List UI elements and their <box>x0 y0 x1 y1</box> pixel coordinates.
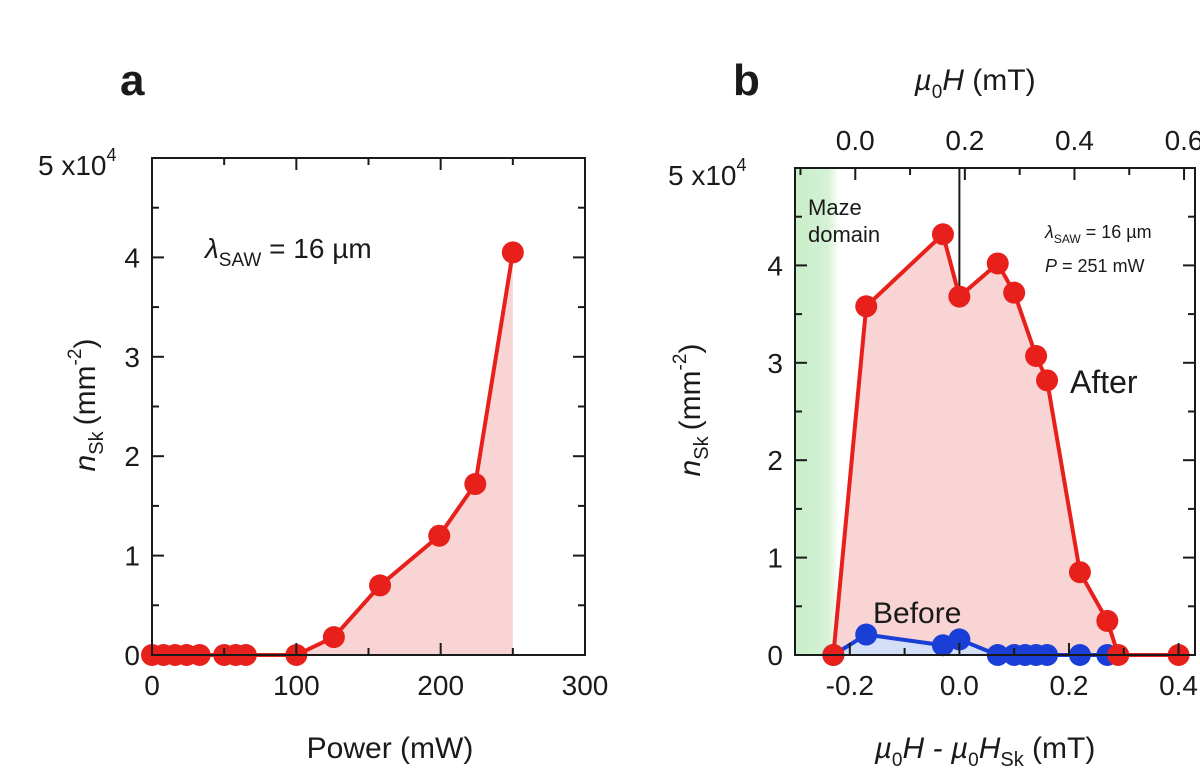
b-xtick-label: -0.2 <box>826 670 874 701</box>
a-ytick-label: 0 <box>124 640 140 671</box>
panel-b-tick-layer: 0 1 2 3 4 -0.2 0.0 0.2 0.4 0.0 0.2 0.4 0.6 <box>767 125 1200 701</box>
panel-a-chart: 0 1 2 3 4 0 100 200 300 5 x104 λSAW = 16 µm Powe… <box>38 145 608 765</box>
b-ytick-label: 0 <box>767 640 783 671</box>
b-series-0-point <box>986 252 1009 275</box>
panel-a-ylabel: nSk(mm-2) <box>65 339 108 472</box>
a-xtick-label: 300 <box>562 670 609 701</box>
panel-a-fill-layer <box>152 252 513 655</box>
b-ytick-label: 2 <box>767 445 783 476</box>
b-series-0-point <box>948 285 971 308</box>
a-xtick-label: 0 <box>144 670 160 701</box>
b-xtick-label: 0.4 <box>1159 670 1198 701</box>
series-label-after: After <box>1070 364 1138 400</box>
panel-b-letter: b <box>733 56 760 105</box>
panel-b-power-annotation: P = 251 mW <box>1045 256 1145 276</box>
b-xtick-label: 0.0 <box>940 670 979 701</box>
a-ytick-label: 4 <box>124 242 140 273</box>
b-top-xtick-label: 0.6 <box>1165 125 1200 156</box>
b-ytick-label: 3 <box>767 348 783 379</box>
a-ytick-label: 3 <box>124 342 140 373</box>
panel-a-lambda-annotation: λSAW = 16 µm <box>203 233 372 271</box>
a-series-0-point <box>322 626 345 649</box>
a-ytick-label: 2 <box>124 441 140 472</box>
b-series-0-point <box>931 223 954 246</box>
panel-b-top-xlabel: µ0H (mT) <box>913 64 1035 103</box>
panel-b-xlabel: µ0H - µ0HSk (mT) <box>874 732 1096 771</box>
b-top-xtick-label: 0.0 <box>836 125 875 156</box>
b-series-0-point <box>1068 561 1091 584</box>
panel-a-xlabel: Power (mW) <box>307 732 474 765</box>
panel-a-letter: a <box>120 56 145 105</box>
b-series-0-point <box>1003 281 1026 304</box>
b-series-0-area <box>833 234 1179 655</box>
a-ytick-label: 1 <box>124 541 140 572</box>
panel-b-lambda-annotation: λSAW = 16 µm <box>1044 222 1152 246</box>
b-series-1-point <box>855 623 878 646</box>
panel-b-ylabel: nSk(mm-2) <box>670 344 713 477</box>
maze-domain-label-line1: Maze <box>808 195 862 220</box>
series-label-before: Before <box>873 597 961 630</box>
panel-a-ytick-top-label: 5 x104 <box>38 145 117 181</box>
a-series-0-area <box>152 252 513 655</box>
a-xtick-label: 200 <box>417 670 464 701</box>
a-series-0-point <box>501 241 524 264</box>
maze-domain-label-line2: domain <box>808 222 880 247</box>
panel-b-chart: 0 1 2 3 4 -0.2 0.0 0.2 0.4 0.0 0.2 0.4 0.6 Maze doma… <box>668 64 1200 771</box>
b-top-xtick-label: 0.2 <box>945 125 984 156</box>
b-top-xtick-label: 0.4 <box>1055 125 1094 156</box>
panel-b-ytick-top-label: 5 x104 <box>668 155 747 191</box>
b-series-1-point <box>948 628 971 651</box>
panel-a-tick-layer: 0 1 2 3 4 0 100 200 300 <box>124 157 609 701</box>
maze-domain-region <box>795 168 839 655</box>
b-series-0-point <box>855 295 878 318</box>
b-series-0-point <box>1096 609 1119 632</box>
b-xtick-label: 0.2 <box>1050 670 1089 701</box>
a-series-0-point <box>428 524 451 547</box>
a-series-0-point <box>464 473 487 496</box>
a-series-0-point <box>369 574 392 597</box>
a-xtick-label: 100 <box>273 670 320 701</box>
b-ytick-label: 1 <box>767 543 783 574</box>
b-series-0-point <box>1025 344 1048 367</box>
b-series-0-point <box>1036 369 1059 392</box>
b-ytick-label: 4 <box>767 250 783 281</box>
